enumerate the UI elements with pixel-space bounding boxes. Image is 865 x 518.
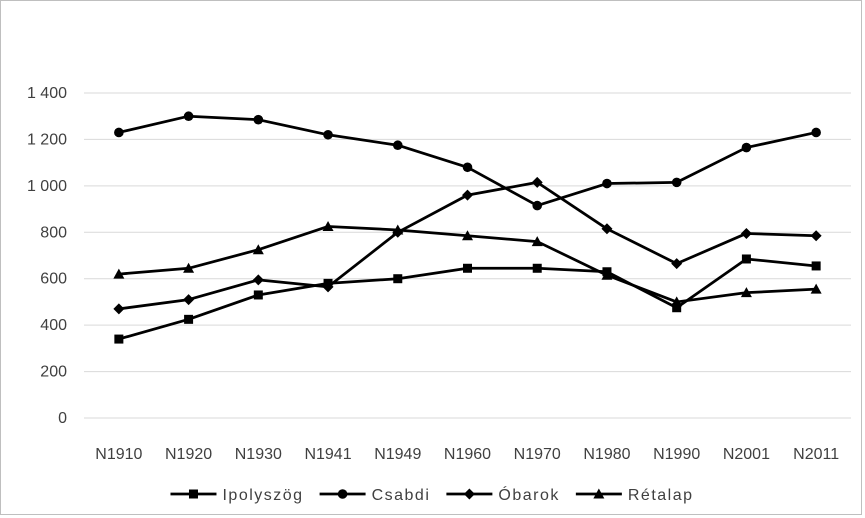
gridlines (84, 92, 851, 419)
data-point-ipolyszog (253, 290, 263, 300)
data-point-retalap (252, 244, 264, 255)
legend-item-ipolyszog: Ipolyszög (170, 487, 303, 504)
legend-label: Óbarok (498, 485, 559, 504)
legend: Ipolyszög Csabdi Óbarok Rétalap (170, 485, 694, 504)
x-tick-label: N1980 (583, 446, 630, 463)
legend-marker (593, 488, 605, 499)
data-point-obarok (601, 223, 613, 235)
data-point-obarok (113, 303, 125, 315)
data-point-retalap (531, 236, 543, 247)
data-point-ipolyszog (811, 261, 821, 271)
legend-label: Ipolyszög (222, 487, 303, 504)
data-point-retalap (183, 262, 195, 273)
data-point-obarok (252, 274, 264, 286)
data-point-retalap (601, 269, 613, 280)
data-point-csabdi (253, 114, 264, 125)
data-point-csabdi (323, 129, 333, 140)
data-point-ipolyszog (393, 274, 403, 284)
y-tick-label: 1 200 (27, 131, 67, 148)
y-tick-label: 800 (40, 224, 67, 241)
data-point-ipolyszog (184, 314, 194, 324)
x-tick-label: N1941 (304, 446, 351, 463)
data-point-csabdi (392, 140, 403, 151)
data-point-obarok (183, 294, 195, 306)
data-point-ipolyszog (114, 334, 124, 344)
data-point-csabdi (114, 127, 124, 138)
data-point-retalap (392, 224, 404, 235)
x-tick-label: N1910 (95, 446, 142, 463)
data-point-obarok (322, 281, 334, 293)
data-point-obarok (671, 258, 683, 270)
x-tick-label: N1990 (653, 446, 700, 463)
data-point-obarok (740, 227, 752, 239)
x-tick-label: N1930 (235, 446, 282, 463)
data-point-csabdi (811, 127, 821, 138)
x-axis-tick-labels: N1910 N1920 N1930 N1941 N1949 N1960 N1970 N1980… (95, 446, 839, 463)
data-point-retalap (322, 220, 334, 231)
legend-label: Rétalap (628, 487, 694, 504)
data-point-retalap (462, 230, 473, 241)
x-tick-label: N2011 (793, 446, 839, 463)
legend-marker (188, 489, 198, 499)
legend-marker (463, 488, 475, 500)
series-line-obarok (118, 181, 817, 311)
x-tick-label: N1960 (444, 446, 491, 463)
legend-marker (337, 489, 348, 499)
data-point-csabdi (741, 142, 752, 153)
y-axis-tick-labels: 0 200 400 600 800 1 000 1 200 1 400 (27, 85, 67, 427)
series-csabdi (114, 111, 821, 211)
data-point-obarok (810, 230, 822, 242)
data-point-csabdi (532, 200, 543, 211)
data-point-csabdi (602, 178, 612, 189)
y-tick-label: 0 (58, 410, 67, 427)
y-tick-label: 400 (40, 317, 67, 334)
data-point-ipolyszog (672, 303, 682, 313)
series-retalap (113, 220, 822, 307)
legend-item-csabdi: Csabdi (319, 487, 431, 504)
data-point-ipolyszog (741, 254, 751, 264)
y-tick-label: 1 000 (27, 178, 67, 195)
y-tick-label: 600 (40, 271, 67, 288)
series-obarok (113, 176, 822, 315)
x-tick-label: N1949 (374, 446, 421, 463)
data-point-retalap (740, 287, 752, 298)
data-point-obarok (531, 176, 543, 188)
x-tick-label: N2001 (723, 446, 770, 463)
data-point-retalap (113, 268, 125, 279)
data-point-csabdi (671, 177, 682, 188)
y-tick-label: 200 (40, 364, 67, 381)
legend-label: Csabdi (372, 487, 431, 504)
y-tick-label: 1 400 (27, 85, 67, 102)
data-point-ipolyszog (463, 263, 472, 273)
series-lines (113, 111, 822, 344)
data-point-retalap (671, 296, 683, 307)
data-point-csabdi (462, 162, 473, 173)
data-point-csabdi (183, 111, 194, 122)
series-ipolyszog (114, 254, 821, 344)
data-point-obarok (462, 189, 473, 201)
legend-item-obarok: Óbarok (446, 485, 559, 504)
legend-item-retalap: Rétalap (575, 487, 694, 504)
data-point-ipolyszog (532, 263, 542, 273)
x-tick-label: N1970 (514, 446, 561, 463)
x-tick-label: N1920 (165, 446, 212, 463)
data-point-retalap (810, 283, 822, 294)
